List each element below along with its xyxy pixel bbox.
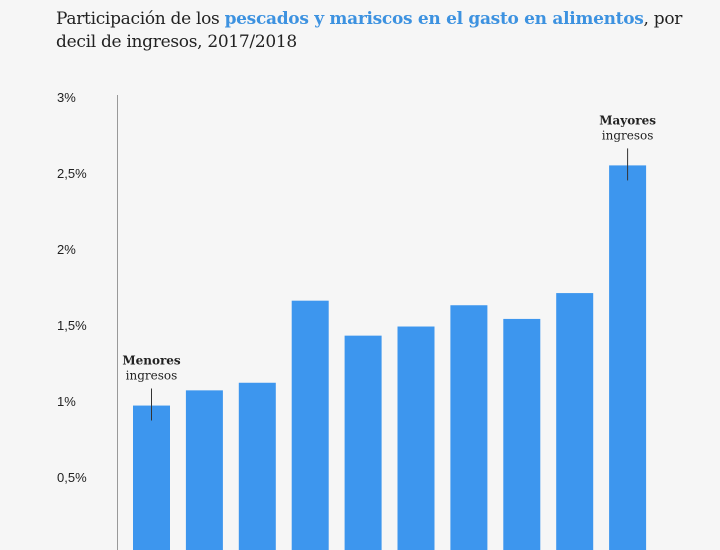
annotation-label: Mayores bbox=[599, 113, 656, 127]
title-prefix: Participación de los bbox=[56, 9, 225, 29]
title-suffix: , por decil de ingresos, 2017/2018 bbox=[56, 9, 683, 52]
annotation-label: ingresos bbox=[126, 369, 178, 383]
bar-2 bbox=[185, 390, 223, 550]
y-tick-label: 3% bbox=[57, 90, 76, 105]
chart-title: Participación de los pescados y mariscos… bbox=[56, 8, 696, 54]
bar-4 bbox=[291, 300, 329, 550]
bar-10 bbox=[609, 165, 647, 550]
y-tick-label: 1,5% bbox=[57, 318, 87, 333]
bar-6 bbox=[397, 326, 435, 550]
bar-1 bbox=[133, 405, 170, 550]
bar-3 bbox=[238, 382, 276, 550]
y-tick-label: 1% bbox=[57, 394, 76, 409]
y-tick-label: 2% bbox=[57, 242, 76, 257]
bar-9 bbox=[556, 293, 594, 550]
annotation-label: Menores bbox=[122, 354, 181, 368]
y-tick-label: 2,5% bbox=[57, 166, 87, 181]
bar-7 bbox=[450, 305, 488, 550]
y-tick-label: 0,5% bbox=[57, 470, 87, 485]
bar-5 bbox=[344, 335, 382, 550]
title-highlight: pescados y mariscos en el gasto en alime… bbox=[224, 9, 644, 29]
annotation-label: ingresos bbox=[602, 128, 654, 142]
bar-8 bbox=[503, 318, 541, 550]
